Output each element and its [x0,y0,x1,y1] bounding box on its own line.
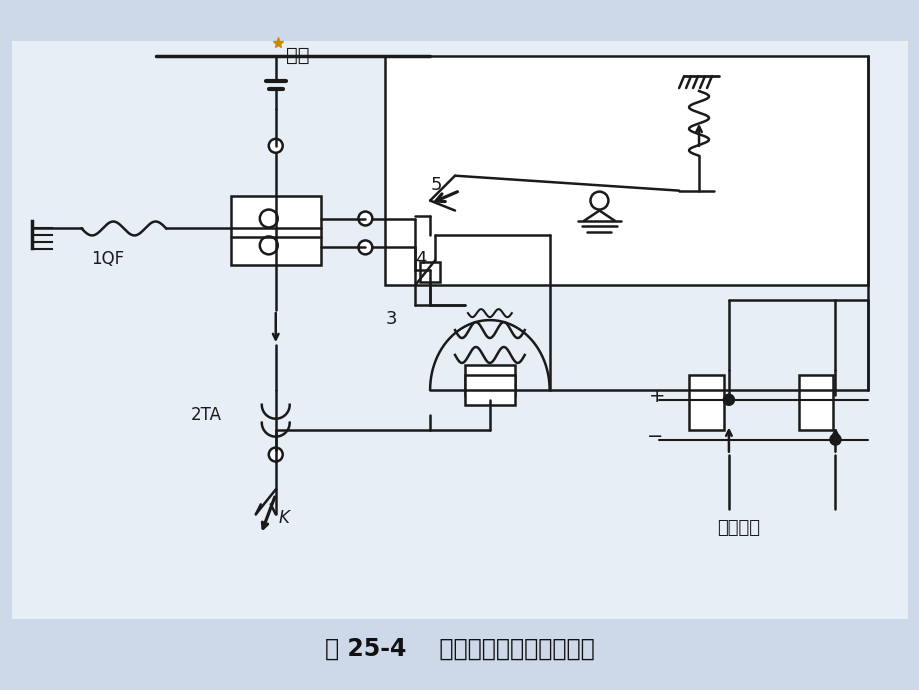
Bar [798,375,833,430]
Circle shape [358,212,372,226]
Text: 1QF: 1QF [91,250,124,268]
Text: K: K [278,509,289,527]
Text: 2TA: 2TA [191,406,221,424]
Bar [464,365,515,395]
Text: 4: 4 [414,250,426,268]
Circle shape [723,395,733,405]
Circle shape [268,448,282,462]
Circle shape [590,192,607,210]
Bar [231,195,320,266]
Text: 3: 3 [385,310,396,328]
Text: −: − [647,427,663,446]
Text: 5: 5 [430,176,441,194]
Text: 图 25-4    过电流保护的原理示意图: 图 25-4 过电流保护的原理示意图 [324,637,595,661]
Text: 母线: 母线 [286,46,309,66]
Bar [12,41,907,619]
Text: +: + [649,387,665,406]
Text: 操作电源: 操作电源 [717,520,759,538]
Circle shape [830,435,840,444]
Circle shape [259,210,278,228]
Bar [385,56,868,285]
Circle shape [259,237,278,255]
Circle shape [358,240,372,255]
Bar [420,262,439,282]
Circle shape [268,139,282,152]
Bar [464,375,515,405]
Bar [688,375,723,430]
